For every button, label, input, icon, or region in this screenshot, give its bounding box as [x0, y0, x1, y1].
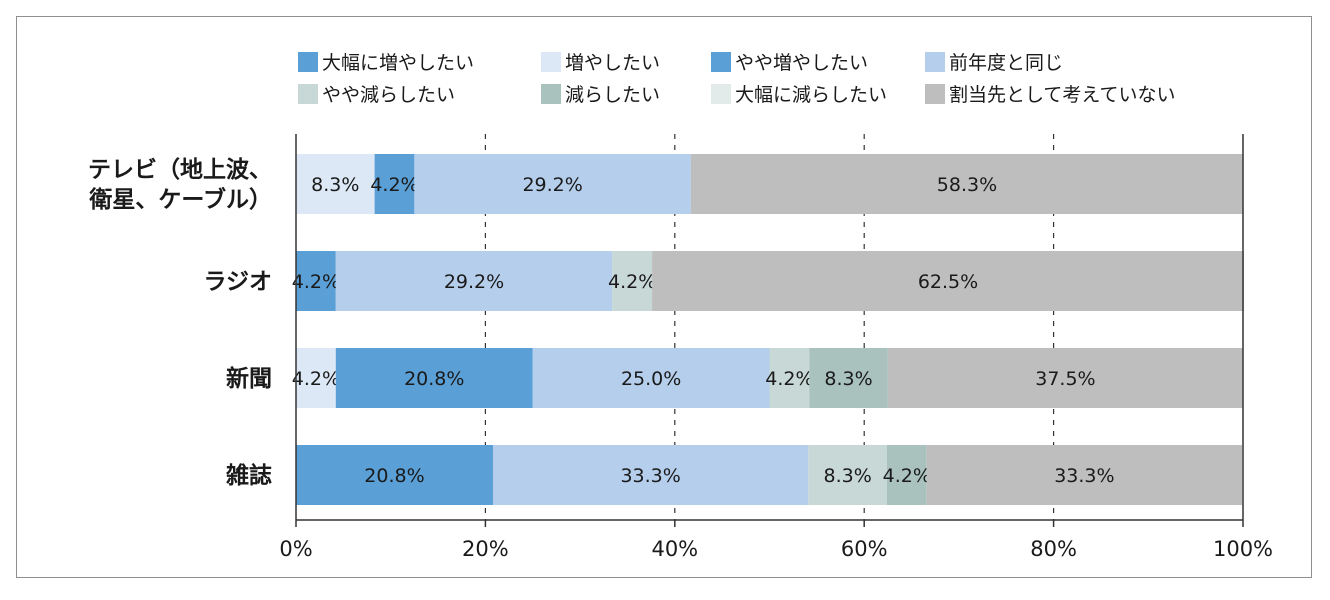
data-label: 4.2% [883, 465, 931, 487]
bar-segment [335, 348, 533, 408]
legend-swatch [925, 52, 945, 72]
category-label: 雑誌 [225, 462, 272, 489]
x-tick-label: 0% [279, 537, 312, 561]
bar-segment [532, 348, 770, 408]
bar-segment [612, 251, 653, 311]
category-label: テレビ（地上波、 [88, 156, 272, 183]
legend-swatch [925, 84, 945, 104]
legend-label: やや増やしたい [735, 52, 868, 74]
x-tick-label: 60% [841, 537, 888, 561]
legend-swatch [711, 52, 731, 72]
data-label: 20.8% [364, 465, 424, 487]
legend-label: やや減らしたい [322, 84, 455, 106]
bar-segment [296, 251, 336, 311]
x-tick-label: 80% [1030, 537, 1077, 561]
legend-label: 大幅に減らしたい [735, 84, 887, 106]
legend-swatch [298, 52, 318, 72]
data-label: 8.3% [823, 465, 871, 487]
data-label: 25.0% [621, 368, 681, 390]
legend-label: 割当先として考えていない [949, 84, 1175, 106]
category-label: ラジオ [203, 269, 272, 295]
x-tick-label: 20% [462, 537, 509, 561]
legend-swatch [298, 84, 318, 104]
legend-label: 前年度と同じ [949, 52, 1063, 74]
bar-segment [926, 445, 1243, 505]
category-label: 新聞 [226, 365, 272, 392]
data-label: 4.2% [765, 368, 813, 390]
legend-swatch [541, 52, 561, 72]
bar-segment [887, 348, 1243, 408]
bar-segment [296, 348, 336, 408]
bar-segment [690, 154, 1243, 214]
bar-segment [414, 154, 691, 214]
bar-segment [652, 251, 1244, 311]
bar-segment [374, 154, 415, 214]
legend-label: 大幅に増やしたい [322, 52, 474, 74]
bar-segment [296, 154, 375, 214]
data-label: 37.5% [1035, 368, 1095, 390]
legend-label: 増やしたい [565, 52, 660, 74]
data-label: 8.3% [824, 368, 872, 390]
x-tick-label: 100% [1213, 537, 1273, 561]
bar-segment [808, 445, 887, 505]
data-label: 4.2% [292, 368, 340, 390]
legend-label: 減らしたい [565, 84, 660, 106]
data-label: 8.3% [311, 174, 359, 196]
data-label: 62.5% [918, 271, 978, 293]
legend-swatch [711, 84, 731, 104]
bar-segment [296, 445, 493, 505]
data-label: 29.2% [522, 174, 582, 196]
category-label: 衛星、ケーブル） [88, 186, 272, 213]
legend-swatch [541, 84, 561, 104]
data-label: 29.2% [444, 271, 504, 293]
data-label: 4.2% [370, 174, 418, 196]
bar-segment [769, 348, 810, 408]
x-tick-label: 40% [651, 537, 698, 561]
bar-segment [335, 251, 613, 311]
data-label: 4.2% [292, 271, 340, 293]
data-label: 4.2% [608, 271, 656, 293]
data-label: 33.3% [1054, 465, 1114, 487]
data-label: 20.8% [404, 368, 464, 390]
bar-segment [886, 445, 927, 505]
bar-segment [809, 348, 888, 408]
data-label: 33.3% [620, 465, 680, 487]
data-label: 58.3% [937, 174, 997, 196]
bar-segment [492, 445, 809, 505]
